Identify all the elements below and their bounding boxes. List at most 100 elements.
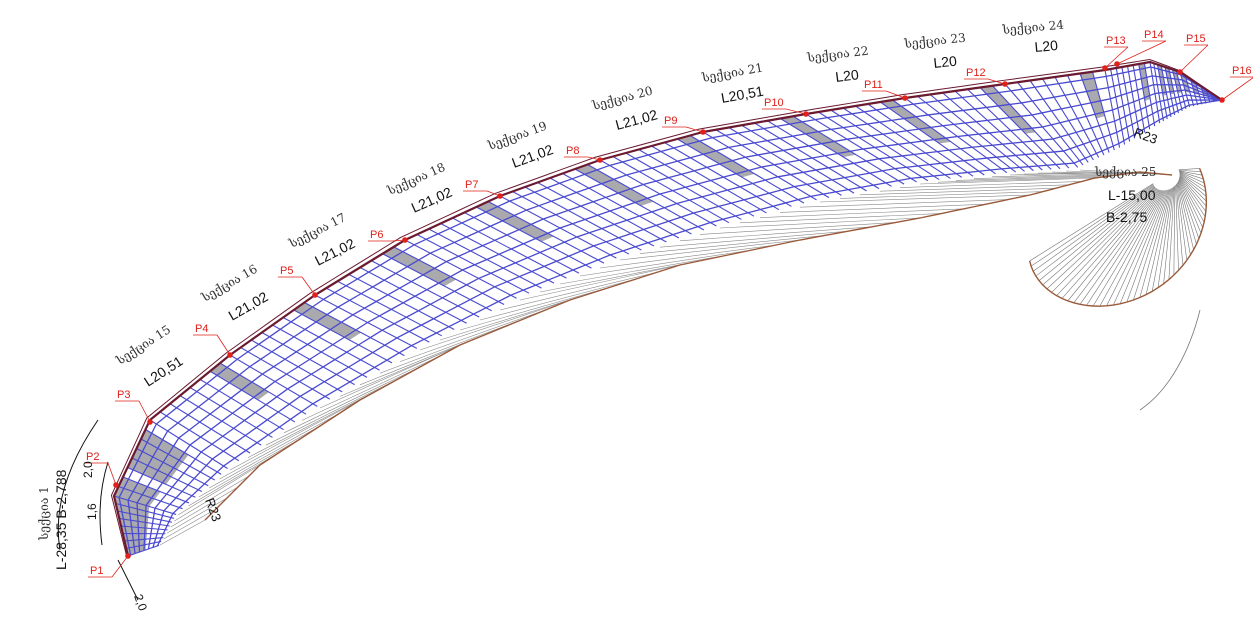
hatch-line: [659, 230, 849, 248]
point-label: P2: [86, 451, 99, 463]
grid-radial: [117, 510, 172, 523]
spiral-hatch: [1033, 184, 1154, 272]
grid-row: [118, 66, 1223, 556]
grey-wedge: [119, 518, 148, 529]
section25-name: სექცია 25: [1094, 165, 1156, 179]
grid-radial: [779, 118, 892, 187]
grey-wedge: [382, 246, 457, 287]
grey-wedge: [136, 439, 183, 470]
grid-radial: [805, 113, 917, 183]
grid-radial: [416, 234, 530, 294]
grid-radial: [1004, 83, 1079, 168]
point-label: P10: [764, 97, 784, 109]
point-label: P6: [370, 229, 383, 241]
spiral-outline: [1028, 168, 1208, 307]
spiral-tail: [1139, 309, 1201, 411]
dim-arc-section1: [57, 419, 99, 551]
grey-wedge: [1180, 72, 1191, 93]
section-name: სექცია 22: [806, 44, 870, 66]
grid-radial: [574, 168, 692, 235]
grey-wedge: [114, 496, 150, 512]
grid-radial: [393, 246, 505, 305]
grid-radial: [113, 495, 177, 515]
spiral-hatch: [1178, 178, 1204, 228]
grey-wedge: [575, 164, 654, 206]
grid-radial: [1042, 78, 1094, 161]
section-length: L20: [1034, 37, 1059, 55]
grid-radial: [325, 287, 430, 343]
spiral-hatch: [1179, 173, 1206, 192]
section-length: L20,51: [141, 353, 186, 390]
spiral-hatch: [1179, 176, 1206, 217]
point-leader: [587, 156, 601, 161]
grid-radial: [219, 362, 307, 415]
hatch-line: [779, 203, 987, 213]
grid-radial: [136, 448, 209, 487]
section-length: L20,51: [720, 83, 765, 106]
grid-radial: [452, 217, 567, 279]
grid-radial: [199, 378, 284, 431]
dim-tick-bottom: [117, 559, 139, 601]
grid-radial: [767, 120, 880, 190]
grid-radial: [119, 517, 170, 527]
grid-radial: [487, 201, 605, 264]
section-length: L20: [933, 53, 958, 71]
grid-radial: [272, 324, 368, 378]
grid-radial: [904, 97, 1008, 174]
spiral-hatch: [1177, 181, 1197, 245]
spiral-hatch: [1061, 189, 1159, 299]
section-name: სექცია 21: [700, 60, 764, 85]
grid-radial: [127, 466, 196, 498]
hatch-line: [198, 438, 301, 498]
spiral-hatch: [1035, 185, 1155, 277]
grid-radial: [282, 317, 380, 371]
grid-radial: [1143, 62, 1156, 127]
hatch-line: [899, 181, 1083, 188]
grid-radial: [145, 429, 222, 475]
grid-radial: [131, 457, 203, 492]
grid-radial: [475, 206, 592, 269]
hatch-line: [459, 285, 615, 331]
spiral-hatch: [1176, 183, 1188, 261]
grid-radial: [1160, 65, 1172, 118]
spiral-hatch: [1029, 183, 1154, 262]
dim-label: 2,0: [131, 592, 150, 613]
grey-wedge: [980, 85, 1036, 134]
section-length: L20: [834, 66, 859, 85]
point-leader: [785, 108, 807, 115]
section-length: L21,02: [614, 106, 660, 133]
grid-radial: [702, 131, 817, 201]
spiral-hatch: [1119, 189, 1168, 304]
grid-radial: [689, 135, 805, 204]
hatch-line: [229, 399, 361, 471]
hatch-line: [170, 486, 239, 528]
grid-radial: [599, 159, 717, 227]
grid-row: [143, 89, 1223, 551]
point-label: P14: [1144, 29, 1164, 41]
grey-wedge: [118, 477, 161, 500]
grey-wedge: [114, 486, 155, 507]
grid-radial: [261, 332, 355, 386]
hatch-line: [937, 176, 1105, 183]
hatch-line: [739, 213, 943, 224]
grid-radial: [1156, 64, 1168, 120]
grey-wedge: [117, 511, 149, 523]
grid-radial: [250, 339, 343, 393]
grid-radial: [917, 95, 1017, 173]
spiral-hatch: [1173, 185, 1176, 276]
point-leader: [216, 334, 231, 356]
hatch-line: [174, 475, 250, 522]
spiral-hatch: [1030, 184, 1154, 267]
spiral-hatch: [1067, 189, 1160, 302]
back-outline: [204, 171, 1173, 521]
section-length: L21,02: [226, 288, 271, 323]
point-leader: [391, 239, 406, 242]
grid-radial: [159, 411, 240, 462]
hatch-line: [719, 217, 921, 229]
section1-name: სექცია 1: [37, 486, 51, 541]
grid-radial: [1110, 68, 1126, 145]
hatch-line: [399, 308, 549, 362]
hatch-line: [859, 187, 1057, 196]
spiral-hatch: [1157, 187, 1173, 288]
